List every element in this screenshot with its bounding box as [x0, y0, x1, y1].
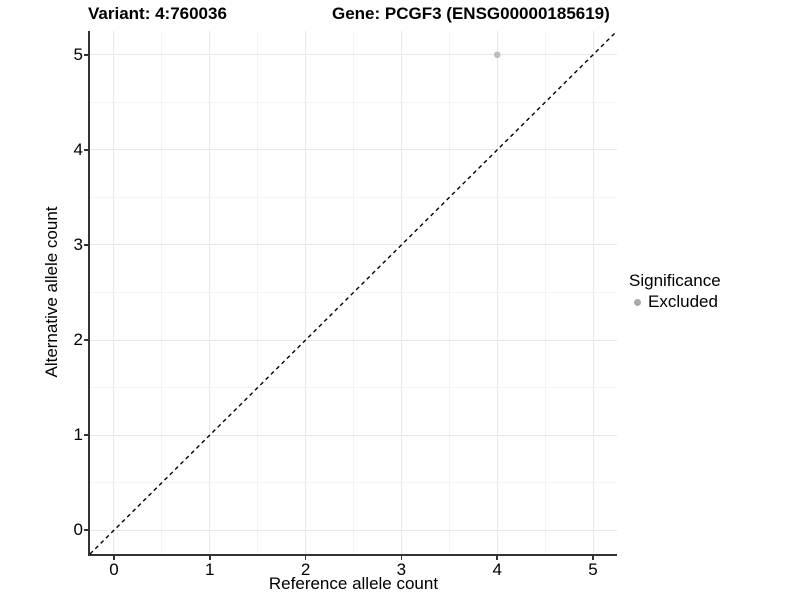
x-tick-mark: [209, 556, 211, 560]
legend-entry-excluded: Excluded: [629, 292, 721, 312]
y-tick-mark: [84, 529, 88, 531]
gridline-y-major: [90, 149, 617, 151]
gridline-x-major: [496, 31, 498, 554]
x-axis-title: Reference allele count: [268, 574, 439, 593]
gridline-x-major: [305, 31, 307, 554]
y-tick-mark: [84, 149, 88, 151]
y-tick-label: 0: [73, 520, 83, 540]
y-tick-label: 3: [73, 234, 83, 254]
gridline-x-major: [400, 31, 402, 554]
y-tick-label: 4: [73, 139, 83, 159]
gridline-y-minor: [90, 196, 617, 198]
plot-title-variant: Variant: 4:760036: [88, 4, 227, 23]
x-tick-mark: [496, 556, 498, 560]
x-tick-label: 4: [492, 560, 502, 579]
x-tick-label: 0: [109, 560, 119, 579]
legend-point-swatch: [634, 298, 641, 306]
y-tick-label: 5: [73, 44, 83, 64]
y-axis-line: [88, 31, 90, 556]
legend-title: Significance: [629, 271, 721, 290]
y-tick-mark: [84, 434, 88, 436]
x-tick-mark: [400, 556, 403, 560]
gridline-y-major: [90, 339, 617, 341]
y-tick-mark: [84, 339, 88, 341]
gridline-y-minor: [90, 482, 617, 484]
gridline-y-major: [90, 244, 617, 246]
x-tick-label: 1: [205, 560, 215, 579]
x-tick-mark: [304, 556, 307, 560]
x-tick-mark: [113, 556, 115, 560]
gridline-x-major: [592, 31, 594, 554]
gridline-x-major: [209, 31, 211, 554]
gridline-y-major: [90, 434, 617, 436]
gridline-y-major: [90, 54, 617, 56]
y-tick-label: 1: [73, 425, 83, 445]
x-tick-mark: [592, 556, 594, 560]
y-tick-mark: [84, 54, 88, 56]
y-axis-title: Alternative allele count: [42, 206, 61, 378]
x-axis-line: [88, 554, 617, 556]
x-tick-label: 3: [396, 560, 407, 579]
x-tick-label: 5: [588, 560, 598, 579]
legend-entry-label: Excluded: [648, 292, 718, 311]
gridline-x-major: [113, 31, 115, 554]
x-tick-label: 2: [300, 560, 311, 579]
gridline-y-minor: [90, 101, 617, 103]
plot-title-gene: Gene: PCGF3 (ENSG00000185619): [332, 4, 610, 23]
gridline-y-minor: [90, 387, 617, 389]
gridline-y-minor: [90, 292, 617, 293]
y-tick-mark: [84, 244, 88, 246]
gridline-y-major: [90, 529, 617, 531]
y-tick-label: 2: [73, 330, 83, 350]
legend: Significance Excluded: [629, 271, 721, 312]
